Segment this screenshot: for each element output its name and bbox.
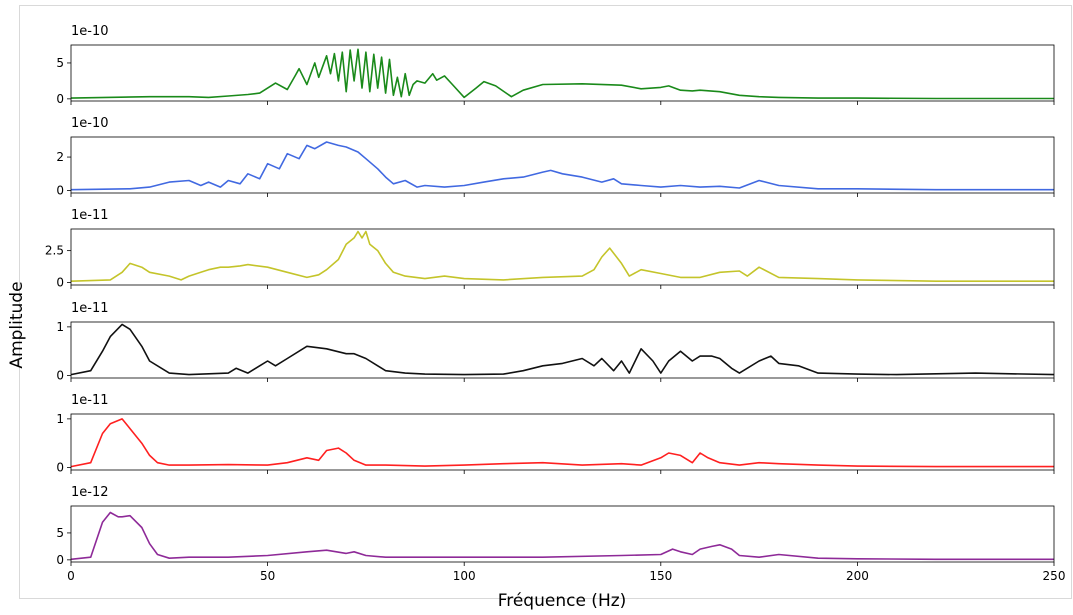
panel-1: 0 5 1e-10 bbox=[56, 24, 1055, 106]
offset-label-4: 1e-11 bbox=[71, 301, 109, 316]
panel-frame-4 bbox=[70, 321, 1055, 379]
x-tick-label: 0 bbox=[67, 569, 75, 583]
panels: 0 5 1e-10 0 2 1e-10 0 2.5 1e-11 0 1 1e-11 0 1 1e-11 0 5 1… bbox=[45, 24, 1055, 567]
offset-label-6: 1e-12 bbox=[71, 485, 109, 500]
x-tick-label: 250 bbox=[1043, 569, 1066, 583]
panel-5: 0 1 1e-11 bbox=[56, 393, 1055, 475]
series-line-4 bbox=[70, 323, 1055, 376]
x-tick-label: 100 bbox=[453, 569, 476, 583]
y-tick-label: 0 bbox=[56, 461, 64, 475]
panel-frame-6 bbox=[70, 505, 1055, 563]
series-line-5 bbox=[70, 418, 1054, 468]
x-tick-label: 200 bbox=[846, 569, 869, 583]
y-tick-label: 5 bbox=[56, 526, 64, 540]
panel-3: 0 2.5 1e-11 bbox=[45, 208, 1055, 289]
offset-label-3: 1e-11 bbox=[71, 208, 109, 223]
series-line-3 bbox=[70, 230, 1054, 283]
series-line-6 bbox=[70, 511, 1054, 561]
panel-frame-3 bbox=[70, 228, 1055, 286]
x-axis: 0 50 100 150 200 250 bbox=[67, 569, 1065, 583]
y-tick-label: 0 bbox=[56, 183, 64, 197]
panel-frame-5 bbox=[70, 413, 1055, 471]
series-line-2 bbox=[70, 141, 1054, 191]
y-tick-label: 2 bbox=[56, 150, 64, 164]
y-tick-label: 1 bbox=[56, 412, 64, 426]
offset-label-5: 1e-11 bbox=[71, 393, 109, 408]
x-axis-title: Fréquence (Hz) bbox=[498, 591, 627, 611]
offset-label-1: 1e-10 bbox=[71, 24, 109, 39]
x-tick-label: 50 bbox=[260, 569, 275, 583]
y-tick-label: 0 bbox=[56, 553, 64, 567]
y-tick-label: 1 bbox=[56, 320, 64, 334]
y-tick-label: 5 bbox=[56, 56, 64, 70]
y-axis-title: Amplitude bbox=[7, 281, 27, 368]
panel-frame-1 bbox=[70, 44, 1055, 102]
y-tick-label: 2.5 bbox=[45, 244, 64, 258]
y-tick-label: 0 bbox=[56, 275, 64, 289]
offset-label-2: 1e-10 bbox=[71, 116, 109, 131]
panel-2: 0 2 1e-10 bbox=[56, 116, 1055, 197]
panel-frame-2 bbox=[70, 136, 1055, 194]
y-tick-label: 0 bbox=[56, 92, 64, 106]
y-tick-label: 0 bbox=[56, 369, 64, 383]
panel-6: 0 5 1e-12 bbox=[56, 485, 1055, 567]
figure-border bbox=[19, 5, 1072, 599]
panel-4: 0 1 1e-11 bbox=[56, 301, 1055, 383]
series-line-1 bbox=[70, 48, 1054, 100]
x-tick-label: 150 bbox=[649, 569, 672, 583]
